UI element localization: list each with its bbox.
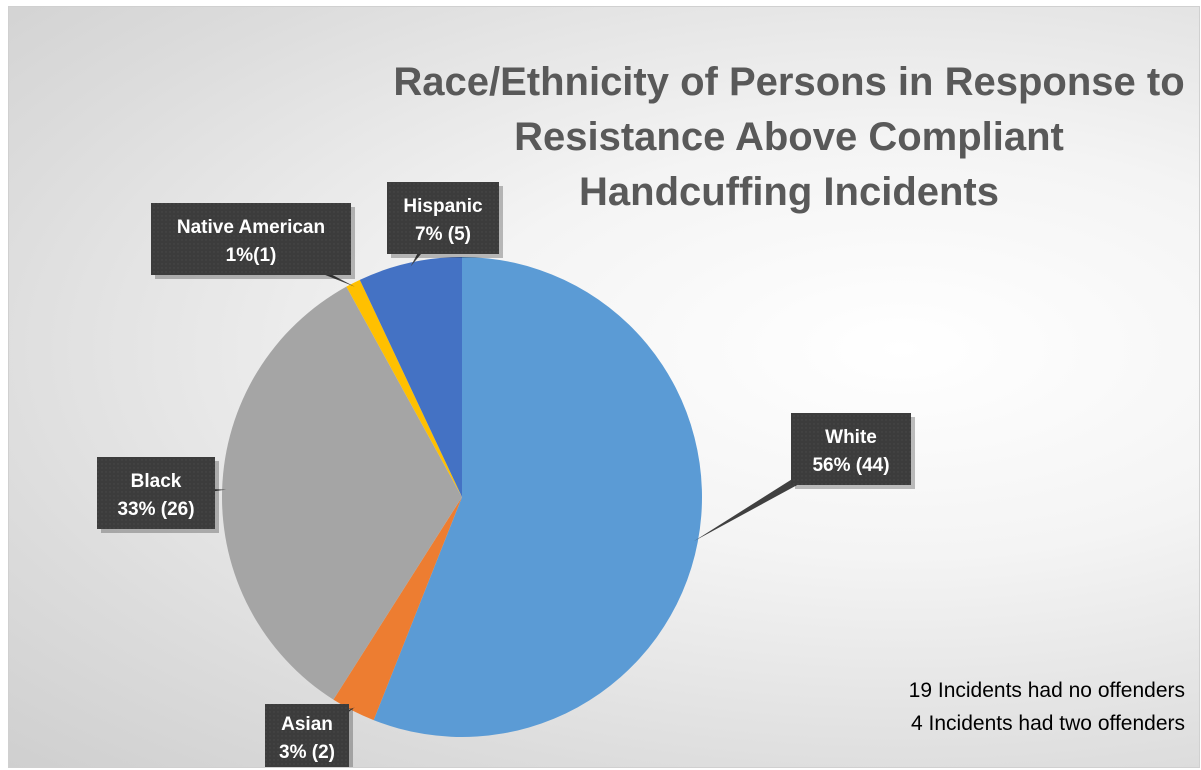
pie-slice-black [222,286,462,700]
callout-value-white: 56% (44) [812,455,889,476]
note-two-offenders: 4 Incidents had two offenders [911,712,1185,735]
callout-white: White 56% (44) [693,413,915,542]
callout-box-native-american [151,203,351,275]
chart-title-line-3: Handcuffing Incidents [579,170,999,214]
callout-category-black: Black [131,471,182,492]
chart-area: Race/Ethnicity of Persons in Response to… [8,6,1200,768]
pie-slice-asian [333,497,462,721]
note-no-offenders: 19 Incidents had no offenders [909,679,1185,702]
chart-title-line-2: Resistance Above Compliant [514,115,1064,159]
pie-slice-native-american [346,279,462,497]
callout-value-hispanic: 7% (5) [415,224,471,245]
callout-value-black: 33% (26) [117,499,194,520]
callout-box-hispanic [387,182,499,254]
data-label-callouts: White 56% (44) Asian 3% (2) Black 33% (26) Nat… [97,182,915,767]
chart-title-line-1: Race/Ethnicity of Persons in Response to [393,60,1184,104]
callout-value-asian: 3% (2) [279,742,335,763]
callout-category-hispanic: Hispanic [403,196,483,217]
callout-box-asian [265,704,349,767]
pie-slice-hispanic [359,257,462,497]
callout-category-asian: Asian [281,714,333,735]
pie-slices [222,257,702,737]
pie-slice-white [373,257,702,737]
callout-native-american: Native American 1%(1) [151,203,355,287]
callout-box-white [791,413,911,485]
callout-category-white: White [825,427,877,448]
callout-category-native-american: Native American [177,217,325,238]
callout-box-black [97,457,215,529]
callout-asian: Asian 3% (2) [265,704,355,767]
pie-chart: Race/Ethnicity of Persons in Response to… [97,60,1185,767]
callout-value-native-american: 1%(1) [226,245,277,266]
callout-black: Black 33% (26) [97,457,227,533]
callout-hispanic: Hispanic 7% (5) [387,182,503,267]
